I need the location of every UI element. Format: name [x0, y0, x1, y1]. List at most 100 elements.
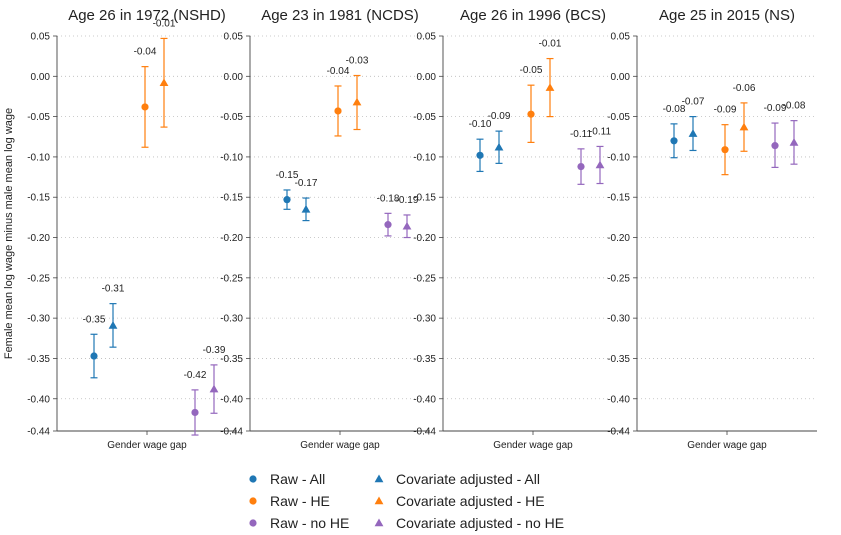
panel-1: Age 26 in 1972 (NSHD) 0.05 0.00 -0.05 -0.10 -…: [27, 7, 237, 451]
data-label: -0.03: [346, 56, 369, 67]
circle-marker-icon: [249, 519, 257, 527]
y-tick-label: -0.40: [413, 394, 436, 405]
data-point-circle: [721, 146, 729, 154]
data-point-circle: [527, 110, 535, 118]
data-label: -0.19: [396, 195, 419, 206]
data-point-circle: [191, 408, 199, 417]
legend-label: Covariate adjusted - All: [396, 471, 540, 487]
panel-2: Age 23 in 1981 (NCDS) 0.05 0.00 -0.05 -0.10 -…: [220, 7, 430, 451]
data-point-circle: [141, 103, 149, 111]
y-tick-label: -0.10: [607, 152, 630, 163]
triangle-marker-icon: [374, 518, 384, 527]
data-label: -0.09: [714, 105, 737, 116]
triangle-marker-icon: [374, 474, 384, 483]
y-tick-label: -0.35: [607, 354, 630, 365]
y-tick-label: -0.25: [607, 273, 630, 284]
data-label: -0.09: [764, 103, 787, 114]
data-label: -0.35: [83, 314, 106, 325]
data-point-circle: [577, 162, 585, 171]
y-tick-label: -0.25: [27, 273, 50, 284]
data-label: -0.01: [153, 18, 176, 29]
data-label: -0.15: [276, 170, 299, 181]
y-tick-label: -0.15: [607, 193, 630, 204]
y-axis-label: Female mean log wage minus male mean log…: [3, 108, 15, 359]
data-label: -0.10: [469, 119, 492, 130]
data-point-triangle: [739, 122, 749, 131]
data-label: -0.42: [184, 370, 207, 381]
legend-label: Raw - All: [270, 471, 326, 487]
y-tick-label: -0.05: [27, 112, 50, 123]
y-tick-label: -0.25: [220, 273, 243, 284]
circle-marker-icon: [249, 497, 257, 505]
data-label: -0.11: [570, 129, 592, 140]
x-axis-label: Gender wage gap: [687, 440, 767, 451]
data-label: -0.17: [295, 178, 318, 189]
y-tick-label: 0.00: [611, 72, 631, 83]
y-tick-label: -0.35: [27, 354, 50, 365]
y-tick-label: -0.44: [413, 427, 436, 438]
chart-legend: Raw - All Covariate adjusted - All Raw - H…: [246, 471, 606, 535]
data-label: -0.01: [539, 39, 562, 50]
legend-label: Raw - no HE: [270, 515, 350, 531]
data-point-circle: [771, 142, 779, 150]
legend-item: Raw - HE: [246, 493, 330, 509]
y-tick-label: -0.20: [27, 233, 50, 244]
y-tick-label: 0.05: [224, 32, 244, 43]
data-point-triangle: [352, 97, 362, 106]
y-tick-label: -0.10: [220, 152, 243, 163]
y-tick-label: -0.20: [413, 233, 436, 244]
y-tick-label: 0.00: [417, 72, 437, 83]
x-axis-label: Gender wage gap: [493, 440, 573, 451]
panel-title: Age 26 in 1972 (NSHD): [68, 7, 226, 24]
data-point-triangle: [688, 129, 698, 137]
legend-item: Covariate adjusted - All: [372, 471, 540, 487]
y-tick-label: -0.15: [27, 193, 50, 204]
data-point-triangle: [209, 384, 219, 393]
y-tick-label: -0.15: [220, 193, 243, 204]
y-tick-label: -0.10: [413, 152, 436, 163]
legend-item: Covariate adjusted - no HE: [372, 515, 564, 531]
data-point-triangle: [108, 320, 118, 329]
data-label: -0.39: [203, 345, 226, 356]
y-tick-label: -0.35: [220, 354, 243, 365]
y-tick-label: 0.05: [31, 32, 51, 43]
data-point-triangle: [159, 78, 169, 87]
data-point-triangle: [494, 142, 504, 151]
y-tick-label: -0.40: [27, 394, 50, 405]
y-tick-label: -0.30: [607, 314, 630, 325]
y-tick-label: -0.44: [607, 427, 630, 438]
data-point-circle: [670, 137, 678, 145]
x-axis-label: Gender wage gap: [300, 440, 380, 451]
data-point-triangle: [595, 160, 605, 169]
data-label: -0.04: [134, 47, 157, 58]
legend-item: Raw - All: [246, 471, 325, 487]
data-label: -0.31: [102, 284, 125, 295]
y-tick-label: -0.44: [220, 427, 243, 438]
legend-label: Raw - HE: [270, 493, 330, 509]
data-label: -0.04: [327, 66, 350, 77]
panel-title: Age 26 in 1996 (BCS): [460, 7, 606, 24]
y-tick-label: -0.44: [27, 427, 50, 438]
data-point-triangle: [789, 138, 799, 146]
data-label: -0.11: [589, 126, 611, 137]
y-tick-label: 0.00: [224, 72, 244, 83]
data-point-triangle: [301, 204, 311, 213]
data-label: -0.08: [783, 101, 806, 112]
y-tick-label: 0.05: [611, 32, 631, 43]
y-tick-label: -0.40: [607, 394, 630, 405]
y-tick-label: -0.40: [220, 394, 243, 405]
data-label: -0.09: [488, 111, 511, 122]
data-label: -0.08: [663, 104, 686, 115]
data-point-triangle: [402, 221, 412, 230]
legend-item: Raw - no HE: [246, 515, 349, 531]
panel-title: Age 25 in 2015 (NS): [659, 7, 795, 24]
y-tick-label: -0.05: [220, 112, 243, 123]
data-label: -0.06: [733, 83, 756, 94]
y-tick-label: -0.15: [413, 193, 436, 204]
data-label: -0.18: [377, 193, 400, 204]
y-tick-label: -0.30: [27, 314, 50, 325]
y-tick-label: -0.20: [220, 233, 243, 244]
y-tick-label: 0.00: [31, 72, 51, 83]
legend-label: Covariate adjusted - HE: [396, 493, 545, 509]
data-label: -0.05: [520, 65, 543, 76]
